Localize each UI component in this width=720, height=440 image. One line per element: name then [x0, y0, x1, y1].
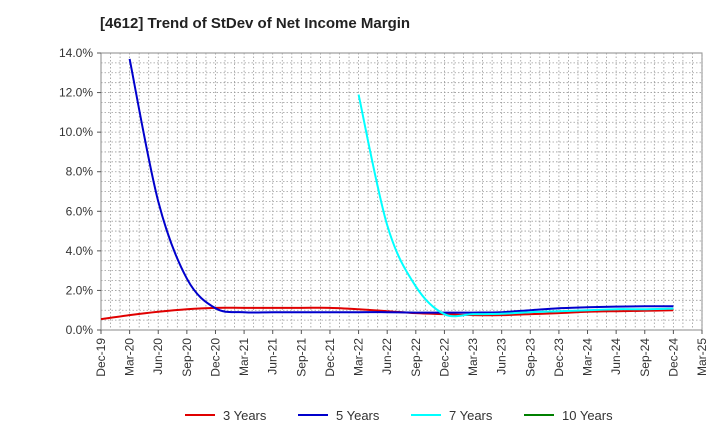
series-lines	[100, 58, 674, 321]
x-tick-label: Jun-23	[495, 338, 509, 375]
x-tick-label: Mar-23	[466, 338, 480, 376]
x-tick-label: Dec-20	[208, 338, 222, 377]
y-axis-ticks: 0.0% 2.0% 4.0% 6.0% 8.0% 10.0% 12.0% 14.0%	[59, 46, 101, 337]
series-line-5-years	[128, 58, 674, 314]
x-tick-label: Sep-24	[638, 338, 652, 377]
y-tick-label: 4.0%	[66, 244, 94, 258]
legend-label: 10 Years	[562, 408, 613, 423]
x-axis-ticks: Dec-19 Mar-20 Jun-20 Sep-20 Dec-20 Mar-21 Jun-…	[94, 330, 709, 377]
x-tick-label: Mar-21	[237, 338, 251, 376]
x-tick-label: Mar-20	[123, 338, 137, 376]
y-tick-label: 2.0%	[66, 283, 94, 297]
x-tick-label: Jun-22	[380, 338, 394, 375]
x-tick-label: Dec-19	[94, 338, 108, 377]
y-tick-label: 10.0%	[59, 125, 93, 139]
x-tick-label: Dec-24	[666, 338, 680, 377]
x-tick-label: Dec-22	[437, 338, 451, 377]
x-tick-label: Mar-24	[581, 338, 595, 376]
y-tick-label: 0.0%	[66, 323, 94, 337]
x-tick-label: Sep-20	[180, 338, 194, 377]
y-tick-label: 14.0%	[59, 46, 93, 60]
y-tick-label: 6.0%	[66, 204, 94, 218]
x-tick-label: Dec-21	[323, 338, 337, 377]
x-tick-label: Sep-22	[409, 338, 423, 377]
x-tick-label: Mar-22	[352, 338, 366, 376]
y-tick-label: 8.0%	[66, 165, 94, 179]
x-tick-label: Jun-21	[266, 338, 280, 375]
x-tick-label: Sep-23	[523, 338, 537, 377]
legend: 3 Years 5 Years 7 Years 10 Years	[185, 408, 613, 423]
series-line-7-years	[357, 94, 674, 318]
x-tick-label: Dec-23	[552, 338, 566, 377]
x-tick-label: Jun-24	[609, 338, 623, 375]
legend-label: 5 Years	[336, 408, 380, 423]
x-tick-label: Mar-25	[695, 338, 709, 376]
y-tick-label: 12.0%	[59, 86, 93, 100]
legend-label: 7 Years	[449, 408, 493, 423]
plot-area	[100, 52, 703, 331]
grid-lines	[101, 53, 703, 330]
x-tick-label: Sep-21	[294, 338, 308, 377]
legend-label: 3 Years	[223, 408, 267, 423]
x-tick-label: Jun-20	[151, 338, 165, 375]
chart-title: [4612] Trend of StDev of Net Income Marg…	[100, 15, 411, 32]
